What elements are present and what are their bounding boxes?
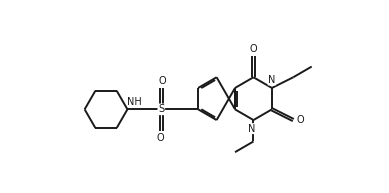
Text: NH: NH <box>127 97 142 107</box>
Text: O: O <box>250 44 257 54</box>
Text: O: O <box>159 76 166 86</box>
Text: O: O <box>156 133 164 143</box>
Text: O: O <box>296 115 304 125</box>
Text: N: N <box>248 124 256 134</box>
Text: N: N <box>268 75 275 85</box>
Text: S: S <box>158 104 165 114</box>
